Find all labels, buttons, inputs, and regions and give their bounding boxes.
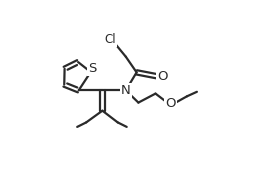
Text: S: S — [88, 62, 97, 75]
Text: O: O — [157, 70, 167, 83]
Text: O: O — [165, 97, 176, 110]
Text: N: N — [121, 84, 131, 97]
Text: Cl: Cl — [105, 33, 116, 46]
